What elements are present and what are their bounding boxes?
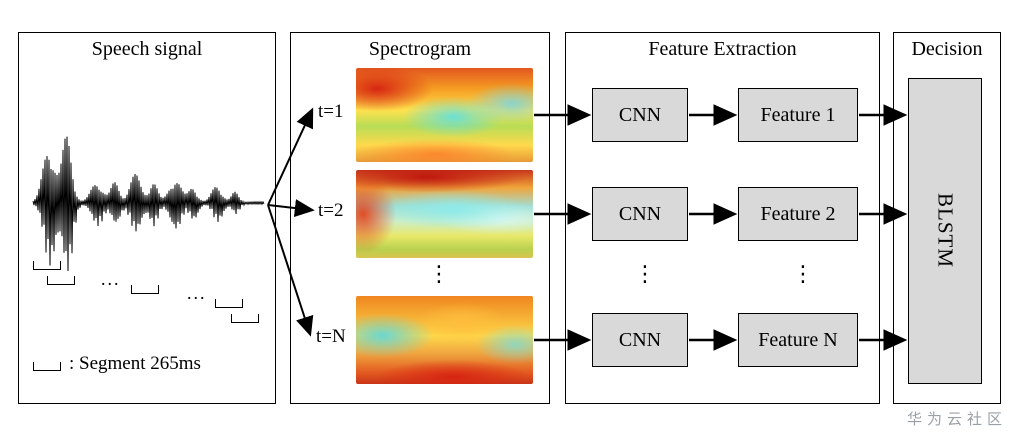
time-label-n: t=N <box>316 326 346 347</box>
cnn-label-1: CNN <box>618 103 662 126</box>
watermark: 华为云社区 <box>906 410 1007 428</box>
segment-legend: : Segment 265ms <box>33 353 201 375</box>
spectrogram-image-n <box>356 296 533 384</box>
segment-bracket <box>231 314 259 323</box>
feature-box-2: Feature 2 <box>738 187 858 241</box>
cnn-vertical-dots: ⋮ <box>634 262 656 287</box>
segment-bracket <box>131 285 159 294</box>
cnn-label-n: CNN <box>618 328 662 351</box>
segment-legend-label: : Segment 265ms <box>69 353 201 374</box>
feature-label-n: Feature N <box>758 328 838 351</box>
segment-bracket <box>33 261 61 270</box>
feature-label-2: Feature 2 <box>760 202 836 225</box>
time-label-2: t=2 <box>318 200 344 221</box>
segment-bracket <box>47 276 75 285</box>
spectrogram-image-2 <box>356 170 533 258</box>
feature-extraction-title: Feature Extraction <box>648 38 797 60</box>
blstm-label: BLSTM <box>933 193 958 269</box>
spectrogram-vertical-dots: ⋮ <box>428 262 450 287</box>
speech-signal-title: Speech signal <box>91 38 203 60</box>
spectrogram-image-1 <box>356 68 533 162</box>
time-label-1: t=1 <box>318 101 344 122</box>
segment-bracket-icon <box>33 362 61 371</box>
speech-signal-panel: Speech signal ... ... : Segment 265ms <box>18 32 276 404</box>
blstm-box: BLSTM <box>908 78 982 384</box>
feature-vertical-dots: ⋮ <box>792 262 814 287</box>
feature-label-1: Feature 1 <box>760 103 836 126</box>
segment-ellipsis: ... <box>101 269 121 289</box>
cnn-box-n: CNN <box>592 313 688 367</box>
decision-title: Decision <box>911 38 983 60</box>
segment-ellipsis: ... <box>187 283 207 303</box>
cnn-label-2: CNN <box>618 202 662 225</box>
cnn-box-1: CNN <box>592 88 688 142</box>
cnn-box-2: CNN <box>592 187 688 241</box>
feature-box-n: Feature N <box>738 313 858 367</box>
waveform-image <box>32 136 265 272</box>
feature-box-1: Feature 1 <box>738 88 858 142</box>
spectrogram-title: Spectrogram <box>368 38 472 60</box>
segment-bracket <box>215 299 243 308</box>
